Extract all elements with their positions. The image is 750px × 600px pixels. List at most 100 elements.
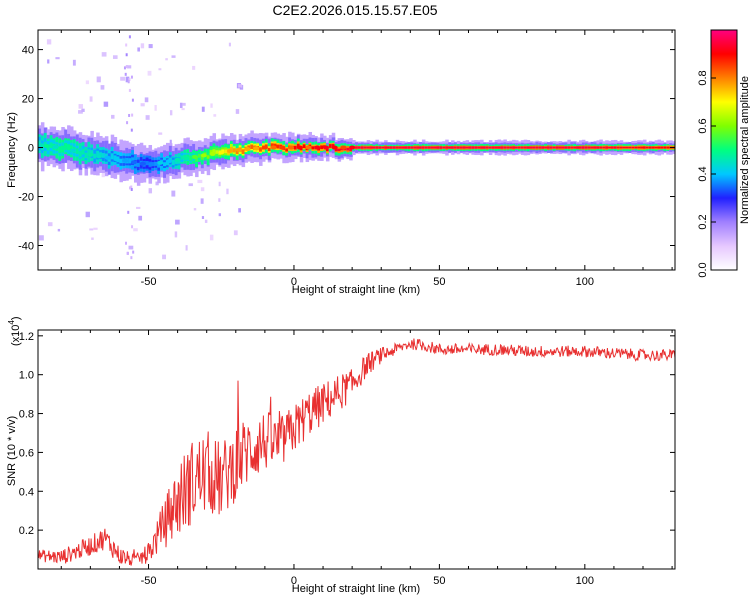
spectrogram-noise-cell [210,103,213,108]
spectrogram-band-cell [555,146,560,149]
spectrogram-noise-cell [238,208,241,213]
spectrogram-noise-cell [185,245,188,251]
spectrogram-band-cell [622,146,627,149]
spectrogram-band-cell [410,146,414,149]
spectrogram-noise-cell [93,227,98,230]
spectrogram-noise-cell [81,108,85,112]
spectrogram-peak [235,147,242,152]
spectrogram-band-cell [512,146,516,149]
spectrogram-x-tick-label: 100 [576,276,594,288]
spectrogram-band-cell [445,146,449,149]
spectrogram-noise-cell [125,43,128,47]
spectrogram-noise-cell [137,47,140,52]
spectrogram-band-cell [285,148,289,152]
spectrogram-band-cell [355,146,359,149]
spectrogram-band-cell [87,149,91,155]
spectrogram-noise-cell [169,110,173,116]
spectrogram-band-cell [378,146,382,149]
spectrogram-noise-cell [165,58,168,61]
spectrogram-y-tick-label: -40 [18,241,34,253]
spectrogram-peak [165,159,172,164]
spectrogram-band-cell [369,146,374,149]
spectrogram-band-cell [49,142,54,149]
spectrogram-peak [130,160,137,165]
spectrogram-peak [226,148,233,153]
spectrogram-band-cell [320,145,324,150]
spectrogram-band-cell [453,146,458,149]
spectrogram-peak [174,157,181,162]
spectrogram-noise-cell [38,235,44,241]
spectrogram-band-cell [75,148,80,154]
spectrogram-noise-cell [131,113,134,117]
spectrogram-band-cell [517,146,522,149]
spectrogram-band-cell [660,146,664,149]
spectrogram-band-cell [456,146,461,149]
spectrogram-band-cell [427,146,432,149]
spectrogram-band-cell [526,146,531,149]
spectrogram-noise-cell [154,105,157,111]
spectrogram-noise-cell [174,231,178,238]
spectrogram-noise-cell [128,77,131,81]
spectrogram-band-cell [392,146,397,149]
spectrogram-noise-cell [125,76,130,83]
spectrogram-noise-cell [182,102,186,106]
spectrogram-band-cell [579,146,583,149]
spectrogram-noise-cell [125,65,128,69]
colorbar: 0.0 0.2 0.4 0.6 0.8 Normalized spectral ampl… [697,29,750,278]
spectrogram-x-tick-label: 50 [433,276,445,288]
snr-x-tick-label: 100 [576,575,594,587]
spectrogram-band-cell [544,146,548,149]
snr-y-tick-label: 0.8 [19,409,34,421]
spectrogram-band-cell [675,144,679,151]
spectrogram-noise-cell [101,173,105,178]
spectrogram-band-cell [590,146,595,149]
spectrogram-band-cell [387,146,391,149]
spectrogram-noise-cell [89,96,93,102]
spectrogram-band-cell [608,146,612,149]
chart-title: C2E2.2026.015.15.57.E05 [272,2,438,18]
spectrogram-band-cell [634,146,638,149]
spectrogram-noise-cell [57,228,61,232]
spectrogram-band-cell [552,146,557,149]
spectrogram-band-cell [648,146,653,149]
spectrogram-noise-cell [78,104,84,109]
spectrogram-band-cell [462,146,467,149]
spectrogram-y-tick-label: 40 [22,45,34,57]
spectrogram-noise-cell [148,44,153,49]
colorbar-tick-label: 0.6 [697,118,709,133]
snr-x-label: Height of straight line (km) [292,583,420,595]
spectrogram-band-cell [224,149,228,154]
spectrogram-noise-cell [120,76,126,81]
spectrogram-peak [183,156,190,161]
spectrogram-band-cell [532,146,536,149]
spectrogram-noise-cell [47,222,53,227]
spectrogram-frame [37,29,676,271]
spectrogram-band-cell [276,144,281,149]
spectrogram-noise-cell [72,59,76,66]
spectrogram-band-cell [616,146,621,149]
spectrogram-noise-cell [169,139,172,145]
spectrogram-noise-cell [193,208,197,211]
spectrogram-band-cell [491,146,496,149]
spectrogram-noise-cell [158,132,163,135]
spectrogram-band-cell [180,155,185,160]
spectrogram-band-cell [611,146,615,149]
spectrogram-noise-cell [126,121,129,125]
spectrogram-noise-cell [201,216,205,219]
spectrogram-band-cell [675,141,679,155]
spectrogram-band-cell [593,146,598,149]
spectrogram-noise-cell [233,230,238,236]
spectrogram-band-cell [99,152,103,157]
spectrogram-band-cell [270,143,275,148]
spectrogram-band-cell [651,146,656,149]
spectrogram-band-cell [549,146,554,149]
spectrogram-noise-cell [179,102,183,109]
colorbar-gradient [711,30,737,270]
spectrogram-peak [113,157,120,162]
spectrogram-noise-cell [200,187,205,192]
spectrogram-band-cell [200,155,205,160]
spectrogram-peak [104,155,111,160]
spectrogram-band-cell [197,153,202,158]
spectrogram-band-cell [334,147,339,152]
spectrogram-peak [43,144,50,149]
